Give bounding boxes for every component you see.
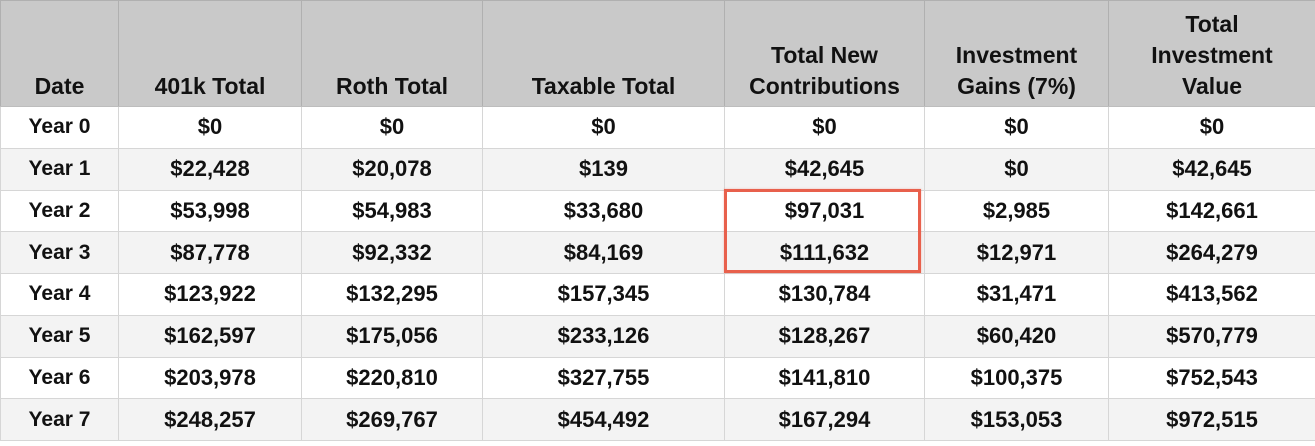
cell-401k-total: $53,998 bbox=[118, 190, 302, 233]
cell-investment-gains: $153,053 bbox=[924, 398, 1109, 441]
table-row: Year 7 $248,257 $269,767 $454,492 $167,294 $1… bbox=[0, 398, 1315, 441]
header-total-investment-value: Total Investment Value bbox=[1108, 0, 1315, 107]
cell-investment-gains: $31,471 bbox=[924, 273, 1109, 316]
cell-total-investment-value: $413,562 bbox=[1108, 273, 1315, 316]
cell-total-new-contributions: $0 bbox=[724, 106, 925, 149]
cell-investment-gains: $0 bbox=[924, 106, 1109, 149]
cell-401k-total: $203,978 bbox=[118, 357, 302, 400]
cell-total-new-contributions: $97,031 bbox=[724, 190, 925, 233]
header-roth-total: Roth Total bbox=[301, 0, 483, 107]
cell-total-new-contributions: $167,294 bbox=[724, 398, 925, 441]
cell-401k-total: $248,257 bbox=[118, 398, 302, 441]
cell-investment-gains: $0 bbox=[924, 148, 1109, 191]
cell-taxable-total: $33,680 bbox=[482, 190, 725, 233]
cell-roth-total: $92,332 bbox=[301, 231, 483, 274]
header-investment-gains: Investment Gains (7%) bbox=[924, 0, 1109, 107]
table-row: Year 5 $162,597 $175,056 $233,126 $128,267 $6… bbox=[0, 315, 1315, 358]
cell-roth-total: $220,810 bbox=[301, 357, 483, 400]
cell-date: Year 2 bbox=[0, 190, 119, 233]
cell-total-investment-value: $0 bbox=[1108, 106, 1315, 149]
cell-investment-gains: $2,985 bbox=[924, 190, 1109, 233]
cell-roth-total: $132,295 bbox=[301, 273, 483, 316]
cell-roth-total: $54,983 bbox=[301, 190, 483, 233]
cell-401k-total: $162,597 bbox=[118, 315, 302, 358]
table-row: Year 2 $53,998 $54,983 $33,680 $97,031 $2,985… bbox=[0, 190, 1315, 233]
cell-investment-gains: $100,375 bbox=[924, 357, 1109, 400]
header-401k-total: 401k Total bbox=[118, 0, 302, 107]
cell-total-investment-value: $752,543 bbox=[1108, 357, 1315, 400]
cell-total-new-contributions: $130,784 bbox=[724, 273, 925, 316]
table-row: Year 3 $87,778 $92,332 $84,169 $111,632 $12,9… bbox=[0, 231, 1315, 274]
cell-total-investment-value: $264,279 bbox=[1108, 231, 1315, 274]
header-taxable-total: Taxable Total bbox=[482, 0, 725, 107]
cell-roth-total: $175,056 bbox=[301, 315, 483, 358]
header-total-new-contributions: Total New Contributions bbox=[724, 0, 925, 107]
cell-taxable-total: $327,755 bbox=[482, 357, 725, 400]
cell-date: Year 7 bbox=[0, 398, 119, 441]
cell-total-new-contributions: $42,645 bbox=[724, 148, 925, 191]
cell-date: Year 4 bbox=[0, 273, 119, 316]
cell-total-investment-value: $972,515 bbox=[1108, 398, 1315, 441]
cell-taxable-total: $157,345 bbox=[482, 273, 725, 316]
cell-401k-total: $0 bbox=[118, 106, 302, 149]
cell-roth-total: $20,078 bbox=[301, 148, 483, 191]
cell-taxable-total: $139 bbox=[482, 148, 725, 191]
cell-taxable-total: $233,126 bbox=[482, 315, 725, 358]
cell-taxable-total: $0 bbox=[482, 106, 725, 149]
cell-roth-total: $0 bbox=[301, 106, 483, 149]
cell-total-new-contributions: $141,810 bbox=[724, 357, 925, 400]
cell-total-investment-value: $42,645 bbox=[1108, 148, 1315, 191]
table-row: Year 4 $123,922 $132,295 $157,345 $130,784 $3… bbox=[0, 273, 1315, 316]
cell-total-new-contributions: $111,632 bbox=[724, 231, 925, 274]
cell-date: Year 5 bbox=[0, 315, 119, 358]
header-date: Date bbox=[0, 0, 119, 107]
table-row: Year 1 $22,428 $20,078 $139 $42,645 $0 $42,645 bbox=[0, 148, 1315, 191]
cell-date: Year 6 bbox=[0, 357, 119, 400]
cell-investment-gains: $12,971 bbox=[924, 231, 1109, 274]
header-row: Date 401k Total Roth Total Taxable Total… bbox=[0, 0, 1315, 107]
cell-date: Year 1 bbox=[0, 148, 119, 191]
table-row: Year 6 $203,978 $220,810 $327,755 $141,810 $1… bbox=[0, 357, 1315, 400]
cell-total-investment-value: $570,779 bbox=[1108, 315, 1315, 358]
cell-401k-total: $87,778 bbox=[118, 231, 302, 274]
cell-401k-total: $22,428 bbox=[118, 148, 302, 191]
cell-total-new-contributions: $128,267 bbox=[724, 315, 925, 358]
cell-investment-gains: $60,420 bbox=[924, 315, 1109, 358]
cell-taxable-total: $454,492 bbox=[482, 398, 725, 441]
cell-total-investment-value: $142,661 bbox=[1108, 190, 1315, 233]
table-row: Year 0 $0 $0 $0 $0 $0 $0 bbox=[0, 106, 1315, 149]
cell-roth-total: $269,767 bbox=[301, 398, 483, 441]
cell-taxable-total: $84,169 bbox=[482, 231, 725, 274]
cell-date: Year 3 bbox=[0, 231, 119, 274]
cell-date: Year 0 bbox=[0, 106, 119, 149]
cell-401k-total: $123,922 bbox=[118, 273, 302, 316]
